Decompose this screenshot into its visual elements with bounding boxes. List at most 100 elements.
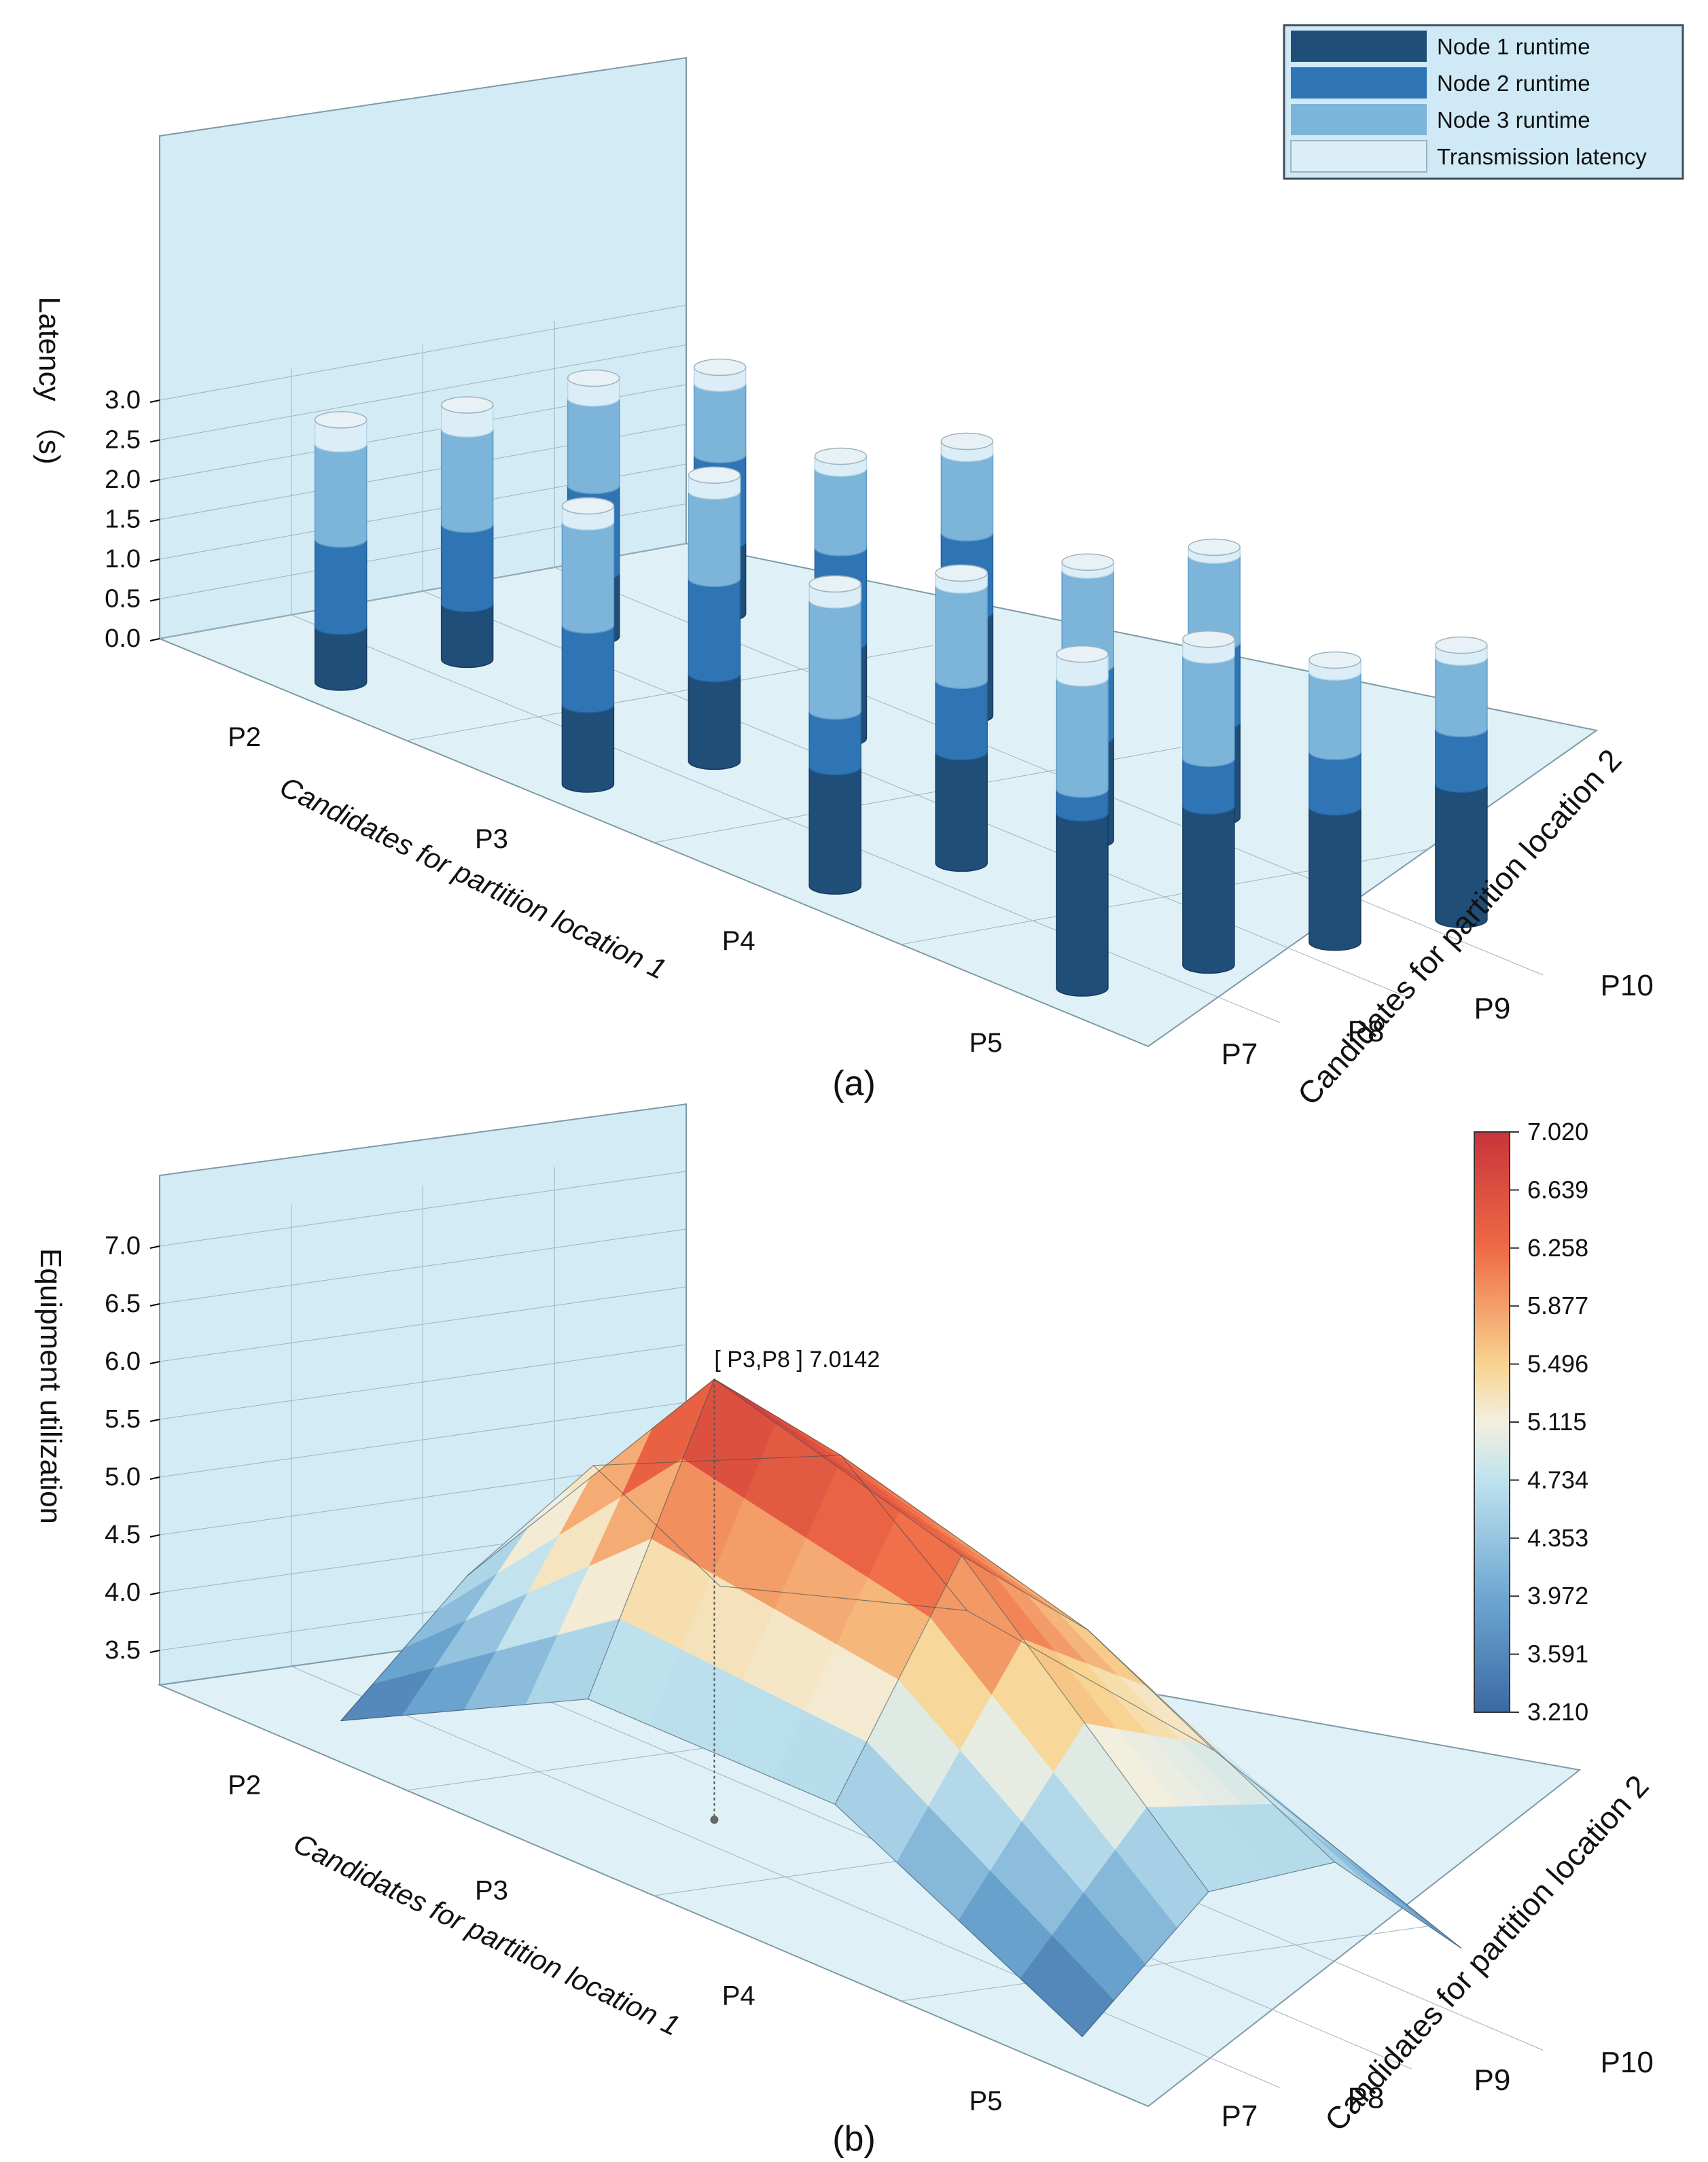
peak-floor-marker: [710, 1815, 719, 1824]
x-tick-label: P4: [722, 1981, 755, 2011]
bars-group: [314, 358, 1488, 997]
bar-P4-P8: [935, 564, 988, 872]
colorbar-tick-label: 4.353: [1527, 1524, 1588, 1552]
panel-b-surface-chart: 3.5 4.0 4.5 5.0 5.5 6.0 6.5 7.0 P2 P3 P4 P5 P7 P8 P9…: [34, 1103, 1656, 2159]
bar-top-cap: [561, 497, 615, 515]
bar-segment-3: [935, 584, 988, 690]
panel-a-bar-chart: 0.0 0.5 1.0 1.5 2.0 2.5 3.0 P2 P3 P4 P5 P7 P8 P9 P10…: [33, 24, 1684, 1112]
z-tick-mark: [149, 1592, 160, 1595]
colorbar-tick-label: 6.639: [1527, 1175, 1588, 1203]
x-tick-label: P5: [969, 2087, 1002, 2116]
z-tick-label: 2.5: [105, 426, 141, 455]
bar-P5-P7: [1056, 645, 1109, 997]
bar-segment-1: [440, 603, 494, 669]
z-axis-ticks: 0.0 0.5 1.0 1.5 2.0 2.5 3.0: [105, 386, 160, 653]
bar-segment-1: [314, 626, 368, 691]
bar-top-cap: [567, 369, 620, 387]
surface-mesh-line: [834, 1555, 1215, 1805]
bar-segment-2: [440, 524, 494, 613]
colorbar-tick-label: 6.258: [1527, 1234, 1588, 1262]
bar-segment-3: [1182, 654, 1235, 767]
z-axis-label: Equipment utilization: [34, 1248, 67, 1524]
bar-top-cap: [1435, 636, 1488, 654]
peak-annotation: [ P3,P8 ] 7.0142: [714, 1347, 880, 1372]
panel-label-b: (b): [832, 2119, 876, 2159]
z-tick-label: 1.0: [105, 545, 141, 573]
y-tick-label: P8: [1348, 1014, 1385, 1048]
bar-top-cap: [808, 575, 861, 593]
legend-swatch-node3: [1291, 104, 1427, 135]
bar-segment-1: [688, 673, 741, 770]
surface-mesh-line: [340, 1698, 1083, 2038]
z-tick-label: 2.0: [105, 465, 141, 494]
y-tick-labels: P7 P8 P9 P10: [1222, 969, 1654, 1071]
colorbar-tick-label: 4.734: [1527, 1466, 1588, 1493]
bar-P3-P8: [688, 466, 741, 770]
colorbar-tick-label: 5.115: [1527, 1408, 1586, 1436]
z-tick-mark: [149, 518, 160, 522]
z-tick-label: 5.0: [105, 1463, 141, 1491]
legend-label-node3: Node 3 runtime: [1437, 107, 1590, 132]
z-tick-label: 0.0: [105, 624, 141, 653]
z-tick-mark: [149, 638, 160, 641]
bar-segment-2: [935, 680, 988, 761]
z-tick-mark: [149, 1303, 160, 1307]
bar-P3-P7: [561, 497, 615, 793]
bar-segment-2: [1435, 728, 1488, 794]
x-tick-label: P2: [228, 1771, 261, 1801]
z-axis-ticks: 3.5 4.0 4.5 5.0 5.5 6.0 6.5 7.0: [105, 1232, 160, 1665]
colorbar-tick-label: 3.210: [1527, 1698, 1588, 1726]
z-tick-label: 0.5: [105, 585, 141, 614]
bar-P4-P7: [808, 575, 861, 895]
colorbar-tick-label: 5.496: [1527, 1350, 1588, 1378]
colorbar: 7.020 6.639 6.258 5.877 5.496 5.115 4.734 4.353…: [1474, 1118, 1588, 1726]
bar-segment-3: [440, 428, 494, 533]
bar-top-cap: [688, 466, 741, 484]
bar-segment-3: [814, 467, 868, 556]
bar-top-cap: [693, 358, 747, 376]
y-tick-label: P8: [1348, 2082, 1385, 2115]
bar-top-cap: [1188, 538, 1241, 556]
colorbar-ticks: 7.020 6.639 6.258 5.877 5.496 5.115 4.734 4.353…: [1510, 1118, 1588, 1726]
z-tick-mark: [149, 1476, 160, 1480]
colorbar-tick-label: 7.020: [1527, 1118, 1588, 1146]
z-tick-label: 3.5: [105, 1636, 141, 1665]
y-tick-label: P9: [1474, 2063, 1511, 2097]
bar-P5-P9: [1309, 651, 1362, 951]
z-tick-mark: [149, 400, 160, 403]
legend-label-transmission: Transmission latency: [1437, 144, 1647, 169]
bar-top-cap: [814, 447, 868, 465]
y-tick-label: P7: [1222, 1038, 1258, 1071]
x-tick-label: P4: [722, 926, 755, 956]
bar-top-cap: [1182, 630, 1235, 648]
bar-P5-P10: [1435, 636, 1488, 928]
panel-label-a: (a): [832, 1064, 876, 1103]
z-tick-label: 7.0: [105, 1232, 141, 1260]
z-axis-label: Latency （s): [33, 297, 66, 465]
x-tick-label: P3: [475, 824, 508, 854]
bar-segment-2: [808, 711, 861, 776]
bar-top-cap: [440, 396, 494, 414]
z-tick-label: 4.5: [105, 1521, 141, 1549]
z-tick-mark: [149, 598, 160, 602]
bar-segment-1: [935, 751, 988, 872]
x-tick-labels: P2 P3 P4 P5: [228, 1771, 1002, 2116]
z-tick-label: 6.0: [105, 1347, 141, 1376]
bar-segment-1: [1309, 807, 1362, 951]
colorbar-gradient: [1474, 1131, 1510, 1713]
y-tick-label: P7: [1222, 2099, 1258, 2133]
bar-segment-1: [1182, 806, 1235, 974]
bar-segment-3: [567, 397, 620, 495]
z-tick-label: 1.5: [105, 506, 141, 534]
bar-segment-2: [688, 578, 741, 683]
y-tick-label: P9: [1474, 992, 1511, 1025]
bar-top-cap: [1309, 651, 1362, 669]
surface-mesh-line: [1082, 1862, 1462, 2037]
z-tick-mark: [149, 439, 160, 443]
bar-P5-P8: [1182, 630, 1235, 974]
surface-mesh-line: [719, 1585, 1462, 1949]
bar-segment-3: [688, 491, 741, 588]
x-tick-labels: P2 P3 P4 P5: [228, 722, 1002, 1058]
legend-swatch-node1: [1291, 31, 1427, 62]
y-tick-labels: P7 P8 P9 P10: [1222, 2046, 1654, 2133]
